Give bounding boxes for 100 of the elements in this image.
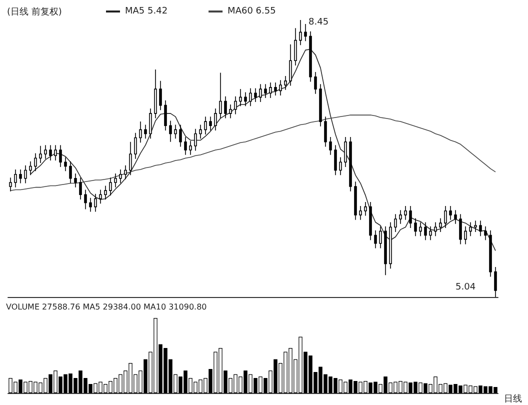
candlestick bbox=[154, 69, 157, 119]
candlestick bbox=[194, 128, 197, 152]
chart-title: (日线 前复权) bbox=[7, 6, 62, 18]
candlestick bbox=[164, 100, 167, 131]
candlestick bbox=[179, 124, 182, 148]
candlestick bbox=[294, 28, 297, 66]
candlestick bbox=[99, 189, 102, 204]
candlestick bbox=[234, 96, 237, 115]
candlestick bbox=[259, 84, 262, 102]
candlestick bbox=[29, 160, 32, 176]
candlestick bbox=[189, 140, 192, 156]
candlestick bbox=[359, 206, 362, 220]
candlestick bbox=[384, 226, 387, 276]
candlestick bbox=[59, 144, 62, 168]
legend-label: MA60 6.55 bbox=[228, 6, 276, 16]
candlestick bbox=[209, 116, 212, 131]
candlestick bbox=[39, 146, 42, 164]
candlestick bbox=[319, 84, 322, 127]
candlestick bbox=[169, 120, 172, 142]
candlestick bbox=[54, 144, 57, 161]
candlestick bbox=[314, 72, 317, 94]
candlestick bbox=[119, 169, 122, 184]
candlestick bbox=[49, 144, 52, 161]
candlestick bbox=[159, 80, 162, 111]
candlestick bbox=[34, 152, 37, 172]
candlestick bbox=[229, 104, 232, 119]
candlestick bbox=[334, 144, 337, 176]
candlestick bbox=[289, 44, 292, 86]
candlestick bbox=[89, 197, 92, 212]
candlestick bbox=[474, 220, 477, 232]
candlestick bbox=[9, 177, 12, 192]
candlestick bbox=[124, 165, 127, 180]
candlestick bbox=[184, 136, 187, 156]
candlestick bbox=[424, 222, 427, 241]
candlestick bbox=[269, 82, 272, 98]
candlestick bbox=[494, 266, 497, 298]
candlestick bbox=[84, 189, 87, 210]
candlestick bbox=[404, 206, 407, 220]
candlestick bbox=[419, 222, 422, 236]
candlestick bbox=[324, 116, 327, 148]
candlestick bbox=[339, 156, 342, 176]
candlestick bbox=[219, 72, 222, 119]
candlestick bbox=[459, 214, 462, 245]
annotation: 5.04 bbox=[456, 282, 476, 292]
candlestick bbox=[74, 173, 77, 188]
candlestick bbox=[299, 20, 302, 46]
candlestick bbox=[109, 177, 112, 196]
candlestick bbox=[364, 202, 367, 216]
candlestick bbox=[284, 76, 287, 90]
candlestick bbox=[304, 24, 307, 42]
candlestick bbox=[444, 206, 447, 228]
candlestick bbox=[409, 206, 412, 228]
legend-label: MA5 5.42 bbox=[125, 6, 168, 16]
candlestick bbox=[274, 82, 277, 96]
candlestick bbox=[309, 30, 312, 82]
candlestick bbox=[369, 202, 372, 241]
candlestick bbox=[434, 222, 437, 236]
candlestick bbox=[144, 124, 147, 139]
candlestick bbox=[44, 144, 47, 160]
candlestick bbox=[204, 116, 207, 135]
candlestick bbox=[439, 218, 442, 232]
annotation: 8.45 bbox=[308, 18, 329, 28]
candlestick bbox=[374, 230, 377, 249]
candlestick bbox=[104, 185, 107, 200]
candlestick bbox=[149, 108, 152, 139]
candlestick bbox=[344, 136, 347, 168]
candlestick bbox=[239, 88, 242, 107]
candlestick bbox=[19, 169, 22, 184]
candlestick bbox=[199, 124, 202, 139]
candlestick bbox=[479, 220, 482, 236]
text: 日线 bbox=[504, 394, 522, 404]
candlestick bbox=[224, 96, 227, 119]
candlestick bbox=[69, 160, 72, 184]
candlestick bbox=[264, 84, 267, 98]
candlestick bbox=[14, 169, 17, 188]
candlestick bbox=[454, 210, 457, 224]
candlestick bbox=[139, 121, 142, 144]
candlestick bbox=[249, 88, 252, 107]
candlestick bbox=[94, 193, 97, 212]
candlestick bbox=[349, 136, 352, 192]
candlestick bbox=[489, 230, 492, 278]
candlestick bbox=[79, 177, 82, 200]
text: VOLUME 27588.76 MA5 29384.00 MA10 31090.80 bbox=[6, 302, 207, 312]
candlestick bbox=[469, 222, 472, 236]
candlestick bbox=[429, 226, 432, 241]
candlestick bbox=[389, 222, 392, 269]
candlestick bbox=[484, 226, 487, 241]
candlestick bbox=[279, 80, 282, 96]
candlestick bbox=[64, 156, 67, 172]
candlestick bbox=[394, 214, 397, 232]
candlestick bbox=[129, 141, 132, 176]
candlestick bbox=[214, 108, 217, 131]
candlestick bbox=[114, 173, 117, 188]
candlestick bbox=[414, 218, 417, 236]
candlestick bbox=[449, 206, 452, 220]
candlestick bbox=[134, 132, 137, 160]
candlestick bbox=[329, 136, 332, 156]
candlestick bbox=[464, 226, 467, 245]
candlestick bbox=[354, 181, 357, 220]
candlestick bbox=[24, 165, 27, 184]
